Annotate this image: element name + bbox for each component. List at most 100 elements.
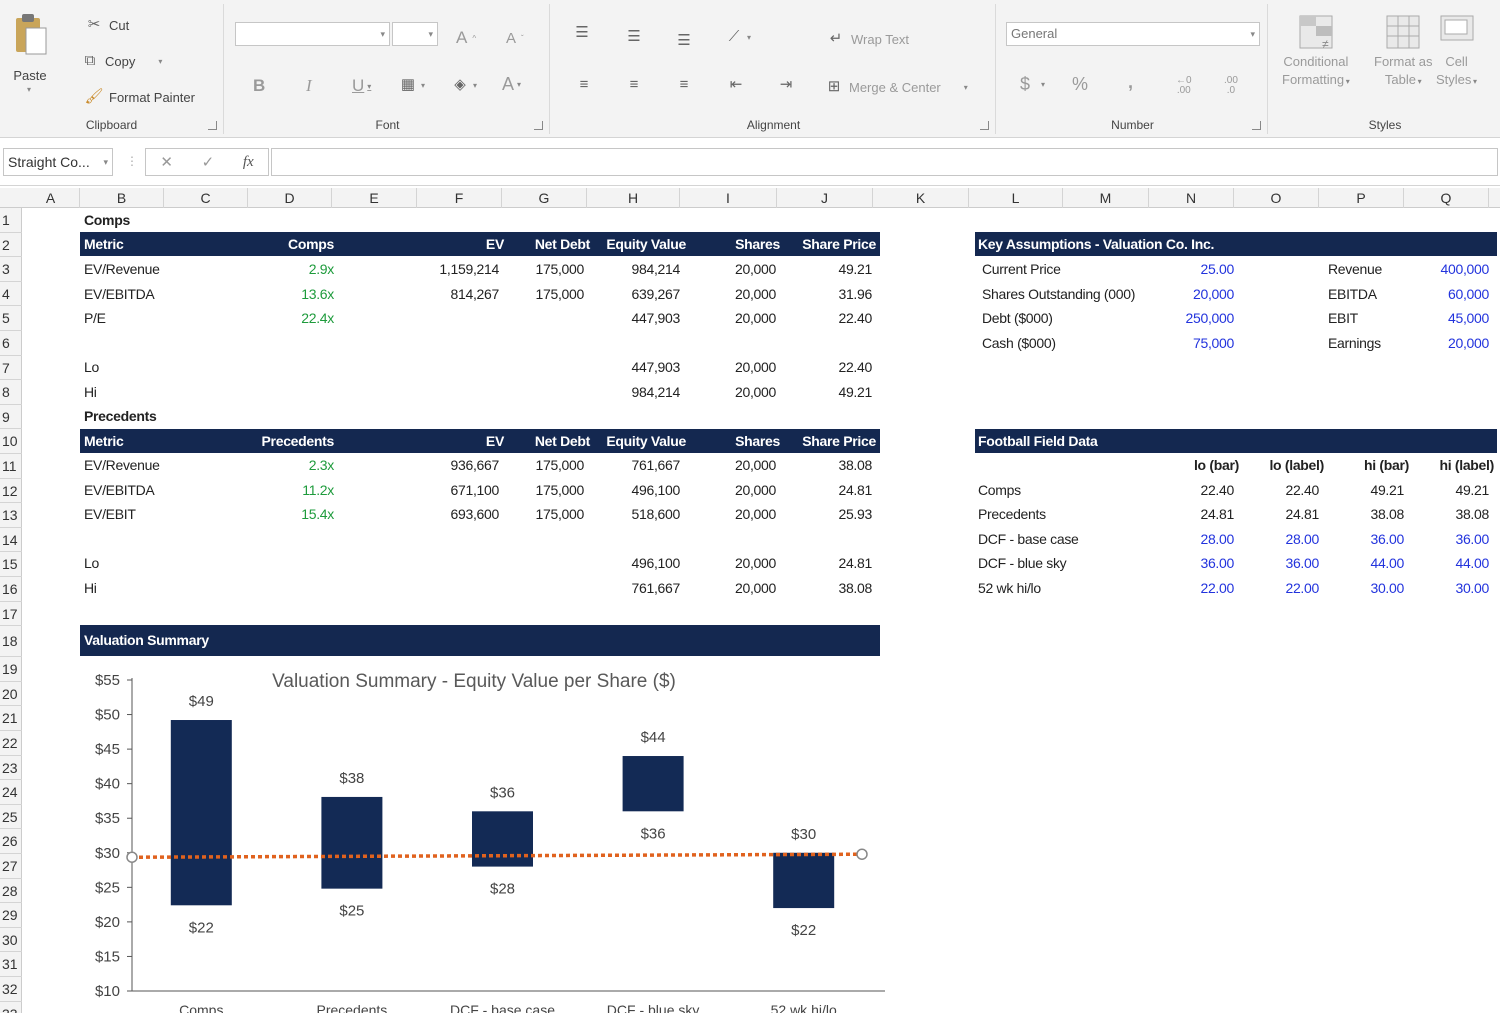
comps-share-price: 22.40 [838,310,872,326]
row-header[interactable]: 17 [0,602,22,627]
top-align-button[interactable]: ☰ [572,24,592,42]
cell-label-2-text: Styles [1436,72,1472,87]
row-header[interactable]: 10 [0,429,22,454]
row-header[interactable]: 4 [0,282,22,307]
column-header[interactable]: K [873,188,969,208]
merge-center-button[interactable]: ⊞ Merge & Center ▾ [824,78,968,96]
borders-button[interactable]: ▦ ▾ [398,76,425,94]
dialog-launcher-icon[interactable] [1252,121,1261,130]
row-header[interactable]: 2 [0,233,22,258]
row-header[interactable]: 24 [0,780,22,805]
bold-button[interactable]: B [253,76,265,96]
column-header[interactable]: N [1149,188,1234,208]
column-header[interactable]: L [969,188,1063,208]
row-header[interactable]: 19 [0,657,22,682]
row-header[interactable]: 23 [0,756,22,781]
row-header[interactable]: 9 [0,405,22,430]
row-header[interactable]: 21 [0,706,22,731]
align-right-button[interactable]: ≡ [674,76,694,94]
percent-button[interactable]: % [1072,74,1088,95]
row-header[interactable]: 3 [0,257,22,282]
align-center-button[interactable]: ≡ [624,76,644,94]
row-header[interactable]: 26 [0,829,22,854]
column-header[interactable]: J [777,188,873,208]
row-header[interactable]: 5 [0,306,22,331]
currency-button[interactable]: $ ▾ [1020,74,1045,95]
increase-decimal-button[interactable]: ←0.00 [1176,76,1192,96]
enter-icon[interactable]: ✓ [201,154,215,171]
row-header[interactable]: 6 [0,331,22,356]
row-header[interactable]: 18 [0,626,22,658]
row-header[interactable]: 30 [0,928,22,953]
paste-button[interactable]: Paste ▾ [10,10,50,94]
cut-button[interactable]: ✂ Cut [84,16,130,34]
row-header[interactable]: 14 [0,528,22,553]
column-header[interactable]: H [587,188,680,208]
increase-indent-button[interactable]: ⇥ [776,76,796,94]
dialog-launcher-icon[interactable] [534,121,543,130]
format-painter-button[interactable]: 🖌 Format Painter [84,88,195,106]
font-name-select[interactable]: ▾ [235,22,390,46]
name-box[interactable]: Straight Co... ▾ [3,148,113,176]
row-header[interactable]: 1 [0,208,22,233]
column-header[interactable]: D [248,188,332,208]
align-left-button[interactable]: ≡ [574,76,594,94]
column-header[interactable]: G [502,188,587,208]
row-header[interactable]: 29 [0,903,22,928]
valuation-chart[interactable]: Valuation Summary - Equity Value per Sha… [80,660,900,1013]
row-header[interactable]: 27 [0,854,22,879]
font-size-select[interactable]: ▾ [392,22,438,46]
column-header[interactable]: F [417,188,502,208]
column-header[interactable]: B [80,188,164,208]
row-header[interactable]: 33 [0,1002,22,1013]
number-format-select[interactable]: General ▾ [1006,22,1260,46]
column-header[interactable]: M [1063,188,1149,208]
bottom-align-button[interactable]: ☰ [674,32,694,50]
dialog-launcher-icon[interactable] [980,121,989,130]
font-color-button[interactable]: A ▾ [502,74,521,95]
row-header[interactable]: 16 [0,577,22,602]
row-header[interactable]: 8 [0,380,22,405]
format-as-table-button[interactable]: Format as Table ▾ [1374,12,1433,90]
column-header[interactable]: O [1234,188,1319,208]
middle-align-button[interactable]: ☰ [624,28,644,46]
row-header[interactable]: 22 [0,731,22,756]
align-left-icon: ≡ [579,76,589,93]
row-header[interactable]: 15 [0,552,22,577]
conditional-formatting-button[interactable]: ≠ Conditional Formatting ▾ [1282,12,1350,90]
comma-button[interactable]: , [1128,72,1133,93]
function-icon[interactable]: fx [242,153,254,170]
dialog-launcher-icon[interactable] [208,121,217,130]
cancel-icon[interactable]: ✕ [160,154,173,171]
more-options-icon[interactable]: ⋮ [126,154,138,168]
copy-button[interactable]: ⧉ Copy ▾ [80,52,163,70]
wrap-text-button[interactable]: ↵ Wrap Text [826,30,909,48]
row-header[interactable]: 12 [0,479,22,504]
row-header[interactable]: 13 [0,503,22,528]
comps-ev: 814,267 [450,286,499,302]
column-header[interactable]: Q [1404,188,1489,208]
underline-button[interactable]: U ▾ [352,76,371,96]
fill-color-button[interactable]: ◈ ▾ [450,76,477,94]
row-header[interactable]: 20 [0,682,22,707]
column-header[interactable]: A [22,188,80,208]
precedents-share-price: 25.93 [838,506,872,522]
column-header[interactable]: I [680,188,777,208]
formula-input[interactable] [271,148,1498,176]
row-header[interactable]: 7 [0,356,22,381]
row-header[interactable]: 32 [0,977,22,1002]
column-header[interactable]: E [332,188,417,208]
cell-styles-button[interactable]: Cell Styles ▾ [1436,12,1477,90]
row-header[interactable]: 31 [0,952,22,977]
decrease-decimal-button[interactable]: .00.0 [1224,76,1238,96]
column-header[interactable]: P [1319,188,1404,208]
decrease-indent-button[interactable]: ⇤ [726,76,746,94]
orientation-button[interactable]: ⟋ ▾ [724,28,751,46]
row-header[interactable]: 11 [0,454,22,479]
grow-font-button[interactable]: A ^ [456,28,477,47]
column-header[interactable]: C [164,188,248,208]
row-header[interactable]: 25 [0,805,22,830]
italic-button[interactable]: I [306,76,312,96]
row-header[interactable]: 28 [0,879,22,904]
